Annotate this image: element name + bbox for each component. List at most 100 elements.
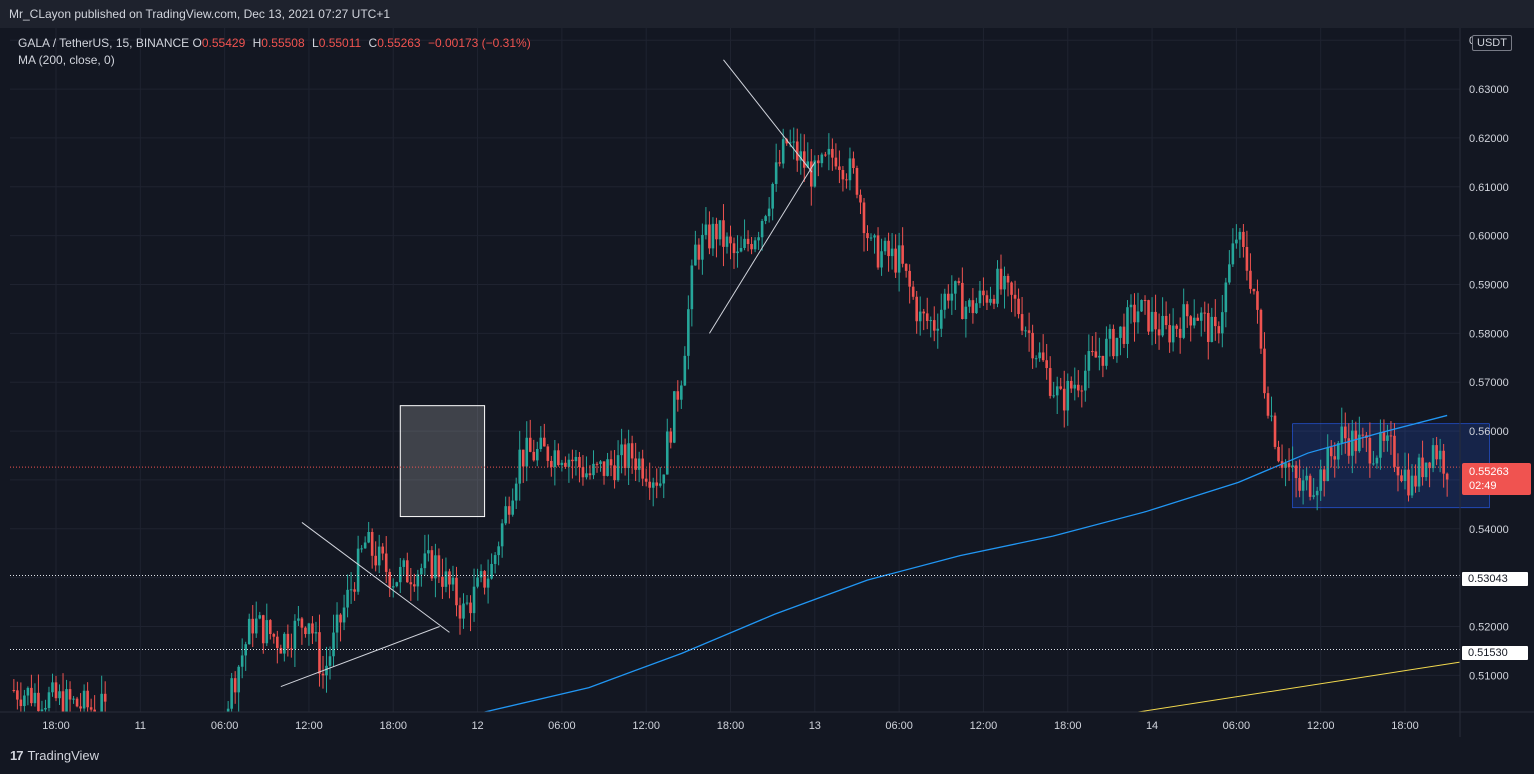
candle-body <box>1062 388 1066 411</box>
candle-body <box>1189 316 1193 326</box>
candle-body <box>1122 326 1126 344</box>
candle-body <box>297 618 300 621</box>
candle-body <box>398 566 402 583</box>
candle-body <box>630 443 634 459</box>
candle-body <box>718 220 722 240</box>
candle-body <box>581 467 585 478</box>
candle-body <box>1080 390 1084 392</box>
candle-body <box>1319 469 1322 491</box>
candle-body <box>602 461 606 476</box>
candle-body <box>1101 355 1105 366</box>
candle-body <box>1336 443 1340 460</box>
candle-body <box>381 546 385 554</box>
candle-body <box>349 589 353 591</box>
candle-body <box>1403 469 1407 482</box>
candle-body <box>82 690 86 709</box>
candle-body <box>1445 473 1449 480</box>
candle-body <box>574 456 578 462</box>
candle-body <box>1129 304 1133 308</box>
candle-body <box>578 456 581 468</box>
candle-body <box>873 235 876 238</box>
candle-body <box>268 620 272 635</box>
candle-body <box>1020 314 1024 331</box>
indicator-label[interactable]: MA (200, close, 0) <box>18 53 115 67</box>
level-tag-1: 0.53043 <box>1462 572 1528 586</box>
y-tick-label: 0.61000 <box>1469 182 1509 194</box>
candle-body <box>764 216 767 221</box>
candle-body <box>1140 300 1143 312</box>
candle-body <box>1154 311 1157 330</box>
candle-body <box>1143 300 1147 302</box>
candle-body <box>377 546 381 566</box>
candle-body <box>564 462 567 467</box>
candle-body <box>1375 457 1379 464</box>
y-tick-label: 0.57000 <box>1469 377 1509 389</box>
candle-body <box>1161 315 1164 336</box>
candle-body <box>384 553 388 572</box>
candle-body <box>539 437 543 450</box>
time-axis[interactable]: 18:00 11 06:00 12:00 18:00 12 06:00 12:00 18:00 1… <box>0 711 1534 732</box>
candle-body <box>353 589 356 592</box>
candle-body <box>455 577 458 606</box>
candle-body <box>753 240 757 250</box>
candle-body <box>806 161 810 168</box>
candle-body <box>328 656 332 666</box>
candle-body <box>1006 275 1010 283</box>
candle-body <box>771 183 774 209</box>
candle-body <box>1396 466 1400 476</box>
candle-body <box>44 707 47 710</box>
candle-body <box>869 237 873 239</box>
candle-body <box>279 647 283 654</box>
candle-body <box>89 707 93 710</box>
candle-body <box>79 706 82 709</box>
price-axis[interactable]: 0.510000.520000.530000.540000.550000.560… <box>1459 28 1509 737</box>
candle-body <box>1013 294 1017 299</box>
y-tick-label: 0.51000 <box>1469 670 1509 682</box>
candle-body <box>585 473 588 478</box>
legend-symbol-row: GALA / TetherUS, 15, BINANCE O0.55429 H0… <box>18 35 531 52</box>
candle-body <box>950 293 954 301</box>
candle-body <box>947 293 950 301</box>
candle-body <box>395 582 399 587</box>
currency-unit-tag[interactable]: USDT <box>1472 35 1512 51</box>
candle-body <box>957 281 961 283</box>
candle-body <box>708 224 711 249</box>
x-tick-label: 13 <box>809 720 821 732</box>
candle-body <box>669 431 673 443</box>
candle-body <box>792 141 796 143</box>
candle-body <box>824 154 827 156</box>
candle-body <box>233 678 237 693</box>
high-value: 0.55508 <box>261 36 305 50</box>
candle-body <box>866 233 869 239</box>
symbol-name[interactable]: GALA / TetherUS, 15, BINANCE <box>18 36 190 50</box>
candle-body <box>23 695 26 707</box>
candle-body <box>620 444 623 456</box>
triangle-lower-line <box>280 626 440 688</box>
candle-body <box>290 648 293 650</box>
long-term-trendline <box>1137 661 1461 713</box>
candle-body <box>932 320 936 331</box>
candle-body <box>641 458 644 479</box>
x-tick-label: 06:00 <box>548 720 576 732</box>
y-tick-label: 0.56000 <box>1469 426 1509 438</box>
candle-body <box>1182 304 1185 338</box>
candle-body <box>1424 462 1428 478</box>
candle-body <box>1041 352 1045 361</box>
candle-body <box>1031 332 1034 359</box>
candle-body <box>1315 490 1319 496</box>
candle-body <box>75 698 79 707</box>
candle-body <box>535 449 539 461</box>
candle-body <box>465 602 469 604</box>
x-tick-label: 12 <box>471 720 483 732</box>
candle-body <box>54 682 58 699</box>
candle-body <box>1185 304 1189 317</box>
candle-body <box>1059 386 1063 389</box>
candle-body <box>12 690 16 692</box>
candle-body <box>729 236 732 244</box>
candle-body <box>1178 328 1182 338</box>
tradingview-brand[interactable]: 17 TradingView <box>10 748 99 763</box>
candle-body <box>1361 434 1365 436</box>
candle-body <box>613 465 616 481</box>
candle-body <box>1386 435 1389 441</box>
